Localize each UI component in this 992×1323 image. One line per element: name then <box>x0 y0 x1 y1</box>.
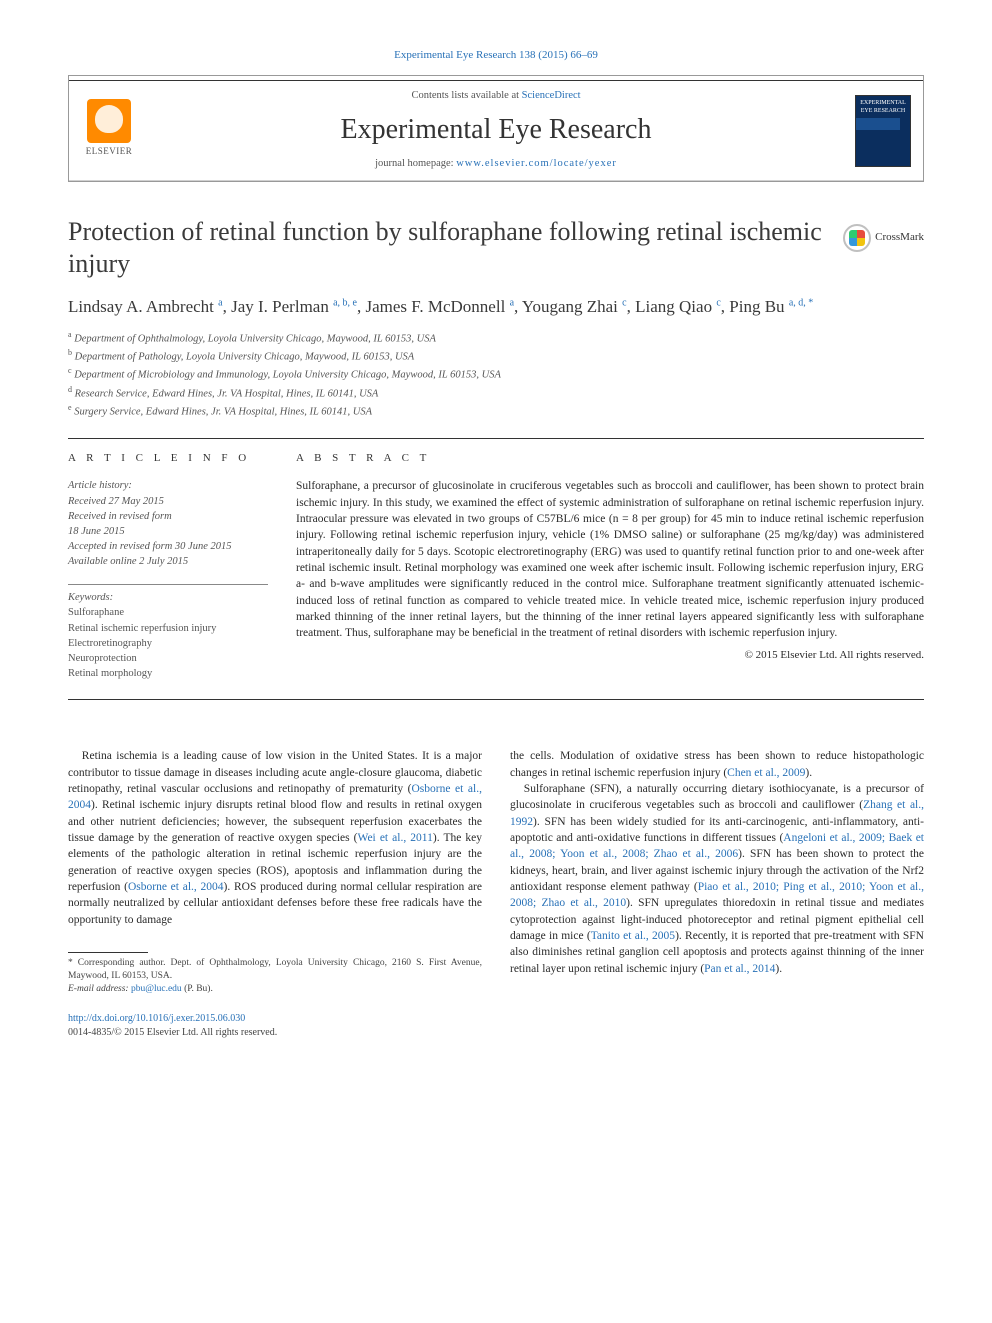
crossmark-badge[interactable]: CrossMark <box>843 224 924 252</box>
keyword-1: Sulforaphane <box>68 605 268 620</box>
journal-name: Experimental Eye Research <box>137 110 855 149</box>
footnote-email-link[interactable]: pbu@luc.edu <box>131 984 182 994</box>
article-history: Article history: Received 27 May 2015 Re… <box>68 478 268 569</box>
journal-cover-thumb: EXPERIMENTAL EYE RESEARCH <box>855 95 911 167</box>
ref-wei-2011[interactable]: Wei et al., 2011 <box>358 832 433 844</box>
cover-title: EXPERIMENTAL EYE RESEARCH <box>856 97 910 118</box>
homepage-line: journal homepage: www.elsevier.com/locat… <box>137 157 855 172</box>
doi-link[interactable]: http://dx.doi.org/10.1016/j.exer.2015.06… <box>68 1013 245 1024</box>
keyword-3: Electroretinography <box>68 636 268 651</box>
keyword-5: Retinal morphology <box>68 666 268 681</box>
footnote-corr: * Corresponding author. Dept. of Ophthal… <box>68 957 482 983</box>
author-4: , Yougang Zhai <box>514 297 622 316</box>
author-6: , Ping Bu <box>721 297 789 316</box>
ref-chen-2009[interactable]: Chen et al., 2009 <box>727 767 805 779</box>
aff-b: Department of Pathology, Loyola Universi… <box>75 352 415 363</box>
history-revised-date: 18 June 2015 <box>68 524 268 539</box>
corresponding-star: * <box>808 297 813 308</box>
article-title: Protection of retinal function by sulfor… <box>68 216 825 281</box>
history-label: Article history: <box>68 478 268 493</box>
footnote-rule <box>68 952 148 953</box>
body-col-left: Retina ischemia is a leading cause of lo… <box>68 748 482 995</box>
history-received: Received 27 May 2015 <box>68 494 268 509</box>
author-5: , Liang Qiao <box>627 297 717 316</box>
elsevier-logo: ELSEVIER <box>81 99 137 163</box>
footnote-email-suffix: (P. Bu). <box>182 984 213 994</box>
author-3: , James F. McDonnell <box>357 297 510 316</box>
homepage-prefix: journal homepage: <box>375 158 456 169</box>
ref-osborne-2004-2[interactable]: Osborne et al., 2004 <box>128 881 224 893</box>
aff-e: Surgery Service, Edward Hines, Jr. VA Ho… <box>74 406 372 417</box>
author-2-aff: a, b, e <box>333 297 357 308</box>
section-rule-2 <box>68 699 924 700</box>
body-p2: the cells. Modulation of oxidative stres… <box>510 748 924 781</box>
abstract-text: Sulforaphane, a precursor of glucosinola… <box>296 478 924 641</box>
body-col-right: the cells. Modulation of oxidative stres… <box>510 748 924 995</box>
aff-c: Department of Microbiology and Immunolog… <box>74 370 501 381</box>
ref-tanito-2005[interactable]: Tanito et al., 2005 <box>591 930 675 942</box>
footer-meta: http://dx.doi.org/10.1016/j.exer.2015.06… <box>68 1012 924 1040</box>
authors-line: Lindsay A. Ambrecht a, Jay I. Perlman a,… <box>68 295 924 319</box>
corresponding-footnote: * Corresponding author. Dept. of Ophthal… <box>68 957 482 995</box>
abstract-copyright: © 2015 Elsevier Ltd. All rights reserved… <box>296 648 924 663</box>
history-online: Available online 2 July 2015 <box>68 554 268 569</box>
affiliations: a Department of Ophthalmology, Loyola Un… <box>68 329 924 420</box>
body-p3: Sulforaphane (SFN), a naturally occurrin… <box>510 781 924 977</box>
keywords-rule <box>68 584 268 585</box>
elsevier-tree-icon <box>87 99 131 143</box>
ref-pan-2014[interactable]: Pan et al., 2014 <box>704 963 775 975</box>
author-2: , Jay I. Perlman <box>223 297 333 316</box>
sciencedirect-link[interactable]: ScienceDirect <box>522 90 581 101</box>
abstract-heading: A B S T R A C T <box>296 451 924 466</box>
contents-line: Contents lists available at ScienceDirec… <box>137 89 855 104</box>
section-rule-1 <box>68 438 924 439</box>
elsevier-label: ELSEVIER <box>86 145 133 158</box>
author-1: Lindsay A. Ambrecht <box>68 297 218 316</box>
contents-prefix: Contents lists available at <box>411 90 521 101</box>
aff-a: Department of Ophthalmology, Loyola Univ… <box>74 333 436 344</box>
author-6-aff: a, d, * <box>789 297 813 308</box>
article-info-heading: A R T I C L E I N F O <box>68 451 268 466</box>
footnote-email-label: E-mail address: <box>68 984 131 994</box>
body-columns: Retina ischemia is a leading cause of lo… <box>68 748 924 995</box>
keyword-4: Neuroprotection <box>68 651 268 666</box>
crossmark-label: CrossMark <box>875 230 924 245</box>
issn-copyright: 0014-4835/© 2015 Elsevier Ltd. All right… <box>68 1026 924 1040</box>
keywords-label: Keywords: <box>68 591 268 606</box>
keywords-list: Sulforaphane Retinal ischemic reperfusio… <box>68 605 268 681</box>
body-p1: Retina ischemia is a leading cause of lo… <box>68 748 482 928</box>
history-accepted: Accepted in revised form 30 June 2015 <box>68 539 268 554</box>
citation-line: Experimental Eye Research 138 (2015) 66–… <box>68 48 924 63</box>
aff-d: Research Service, Edward Hines, Jr. VA H… <box>75 388 379 399</box>
history-revised-form: Received in revised form <box>68 509 268 524</box>
homepage-link[interactable]: www.elsevier.com/locate/yexer <box>456 158 617 169</box>
keyword-2: Retinal ischemic reperfusion injury <box>68 621 268 636</box>
crossmark-icon <box>849 230 865 246</box>
journal-header: ELSEVIER Contents lists available at Sci… <box>68 75 924 182</box>
